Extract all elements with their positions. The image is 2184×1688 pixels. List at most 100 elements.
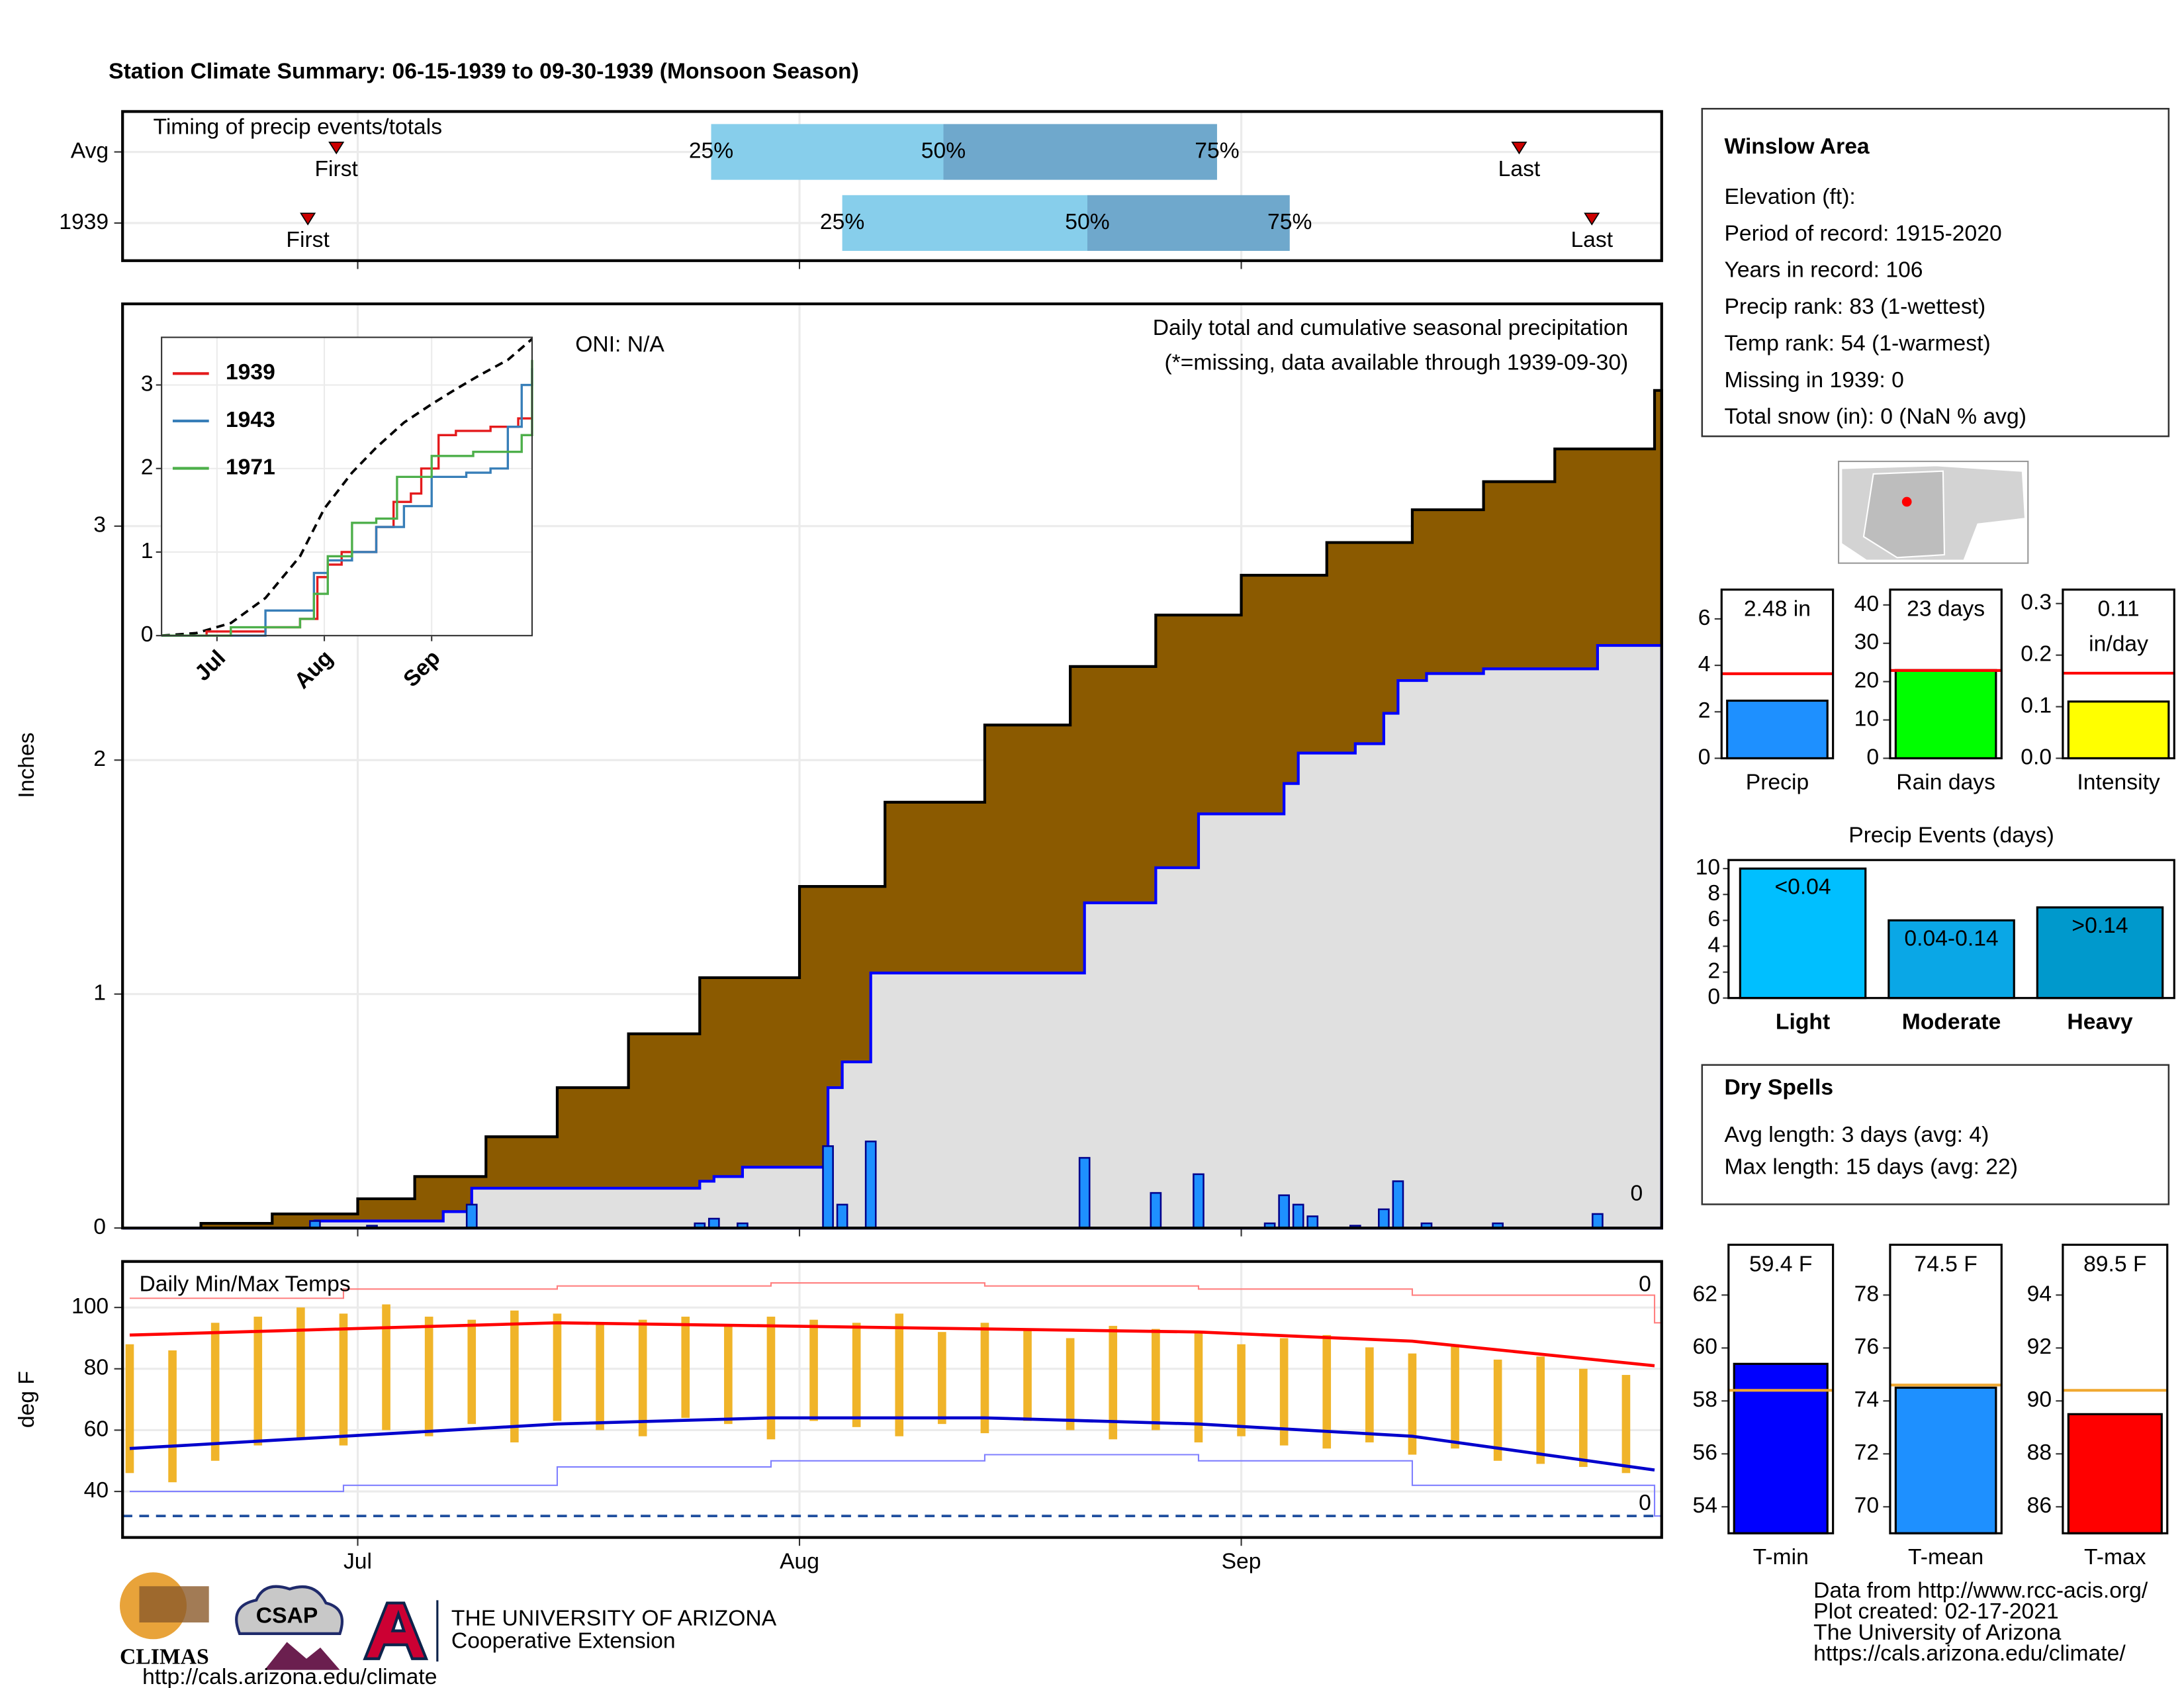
avg-min-line: [129, 1416, 1655, 1472]
logo-text: CLIMAS: [120, 1645, 209, 1669]
temp-range-bar: [980, 1323, 989, 1434]
temp-range-bar: [1322, 1335, 1332, 1449]
bar: [1726, 699, 1829, 760]
temp-range-bar: [1194, 1332, 1203, 1442]
daily-precip-bar: [1592, 1213, 1604, 1229]
temp-range-bar: [938, 1332, 946, 1425]
panel-border: [1727, 1243, 1835, 1534]
panel-border: [121, 302, 1663, 1230]
csap-mountains: [264, 1642, 340, 1670]
climas-logo-shape: [139, 1586, 209, 1623]
category-label: T-min: [1753, 1545, 1809, 1570]
temp-range-bar: [168, 1350, 177, 1483]
info-box: [1701, 107, 2170, 438]
temp-range-bar: [766, 1317, 776, 1440]
page-title: Station Climate Summary: 06-15-1939 to 0…: [109, 59, 859, 83]
value-label-box: 23 days: [1907, 598, 1985, 622]
x-tick-label: Moderate: [1902, 1009, 2001, 1034]
avg-max-line: [129, 1321, 1655, 1368]
quantile-label: 50%: [921, 138, 966, 163]
y-tick-label: 3: [93, 513, 106, 538]
value-label-box: 0.11 in/day: [2089, 598, 2148, 656]
y-tick-label: 76: [1854, 1335, 1879, 1359]
dry-spells-box: [1701, 1064, 2170, 1205]
chart-title: Daily total and cumulative seasonal prec…: [1153, 316, 1629, 340]
y-tick-label: 70: [1854, 1493, 1879, 1518]
csap-logo: [235, 1585, 343, 1635]
y-tick-label: 80: [84, 1356, 109, 1380]
marker-label: First: [286, 228, 330, 252]
quantile-bar: [943, 124, 1217, 180]
info-line: Period of record: 1915-2020: [1724, 221, 2001, 246]
temp-range-bar: [296, 1307, 305, 1440]
temp-range-bar: [638, 1319, 647, 1436]
temp-range-bar: [681, 1317, 690, 1418]
x-tick-label: Aug: [780, 1549, 819, 1573]
y-tick-label: 2: [1698, 698, 1711, 723]
event-marker: [1584, 212, 1600, 226]
temp-range-bar: [852, 1323, 861, 1427]
bar: [1894, 1386, 1997, 1534]
panel-border: [121, 110, 1663, 262]
y-tick-label: 58: [1693, 1387, 1717, 1412]
temp-range-bar: [339, 1313, 348, 1446]
y-tick-label: 10: [1696, 855, 1720, 880]
temp-range-bar: [253, 1317, 263, 1446]
temp-range-bar: [895, 1313, 904, 1436]
value-label: 0.04-0.14: [1904, 927, 1998, 951]
y-tick-label: 100: [71, 1294, 109, 1319]
y-tick-label: 0: [141, 622, 154, 647]
daily-precip-bar: [465, 1203, 478, 1229]
y-tick-label: 78: [1854, 1282, 1879, 1306]
chart-title: Precip Events (days): [1848, 823, 2054, 847]
marker-label: Last: [1570, 228, 1613, 252]
category-label: T-max: [2084, 1545, 2146, 1570]
y-tick-label: 1: [141, 539, 154, 563]
y-tick-label: 20: [1854, 669, 1879, 693]
y-tick-label: 62: [1693, 1282, 1717, 1306]
temp-range-bar: [809, 1319, 818, 1421]
temp-range-bar: [1152, 1329, 1160, 1430]
info-line: Temp rank: 54 (1-warmest): [1724, 331, 1990, 355]
chart-subtitle: (*=missing, data available through 1939-…: [1164, 350, 1628, 375]
temp-range-bar: [1237, 1344, 1246, 1436]
quantile-bar: [1087, 195, 1290, 252]
average-line: [161, 338, 533, 637]
logo-text: Cooperative Extension: [451, 1628, 676, 1653]
daily-precip-bar: [1150, 1192, 1162, 1229]
y-tick-label: 8: [1707, 881, 1720, 906]
y-axis-label: deg F: [15, 1371, 39, 1428]
temp-range-bar: [1109, 1325, 1118, 1440]
y-axis-label: Inches: [15, 732, 39, 798]
y-tick-label: 56: [1693, 1440, 1717, 1465]
temp-range-bar: [1279, 1338, 1289, 1446]
y-tick-label: 0.3: [2021, 590, 2052, 615]
dry-spells-line: Max length: 15 days (avg: 22): [1724, 1154, 2017, 1179]
panel-border: [1889, 588, 2003, 760]
y-tick-label: 3: [141, 371, 154, 396]
panel-border: [1720, 588, 1835, 760]
category-label: Precip: [1746, 770, 1809, 794]
y-tick-label: 60: [84, 1417, 109, 1441]
bar: [1894, 669, 1997, 760]
y-tick-label: 40: [1854, 592, 1879, 616]
temp-range-bar: [1579, 1368, 1588, 1468]
quantile-label: 50%: [1065, 210, 1109, 234]
y-tick-label: 6: [1698, 606, 1711, 630]
bar: [2067, 1413, 2163, 1534]
temp-range-bar: [1493, 1359, 1502, 1461]
annotation: 0: [1639, 1272, 1651, 1296]
bar: [2067, 700, 2170, 760]
marker-label: Last: [1498, 157, 1541, 181]
y-tick-label: 10: [1854, 706, 1879, 731]
value-label: 74.5 F: [1914, 1253, 1978, 1277]
daily-precip-bar: [1078, 1156, 1091, 1229]
y-tick-label: 0: [1698, 745, 1711, 769]
daily-precip-bar: [1278, 1194, 1290, 1229]
panel-border: [2062, 588, 2175, 760]
temp-range-bar: [1536, 1356, 1545, 1464]
quantile-bar: [711, 124, 944, 180]
daily-precip-bar: [864, 1141, 877, 1229]
value-label: 59.4 F: [1749, 1253, 1813, 1277]
credit-line: Plot created: 02-17-2021: [1813, 1599, 2059, 1624]
